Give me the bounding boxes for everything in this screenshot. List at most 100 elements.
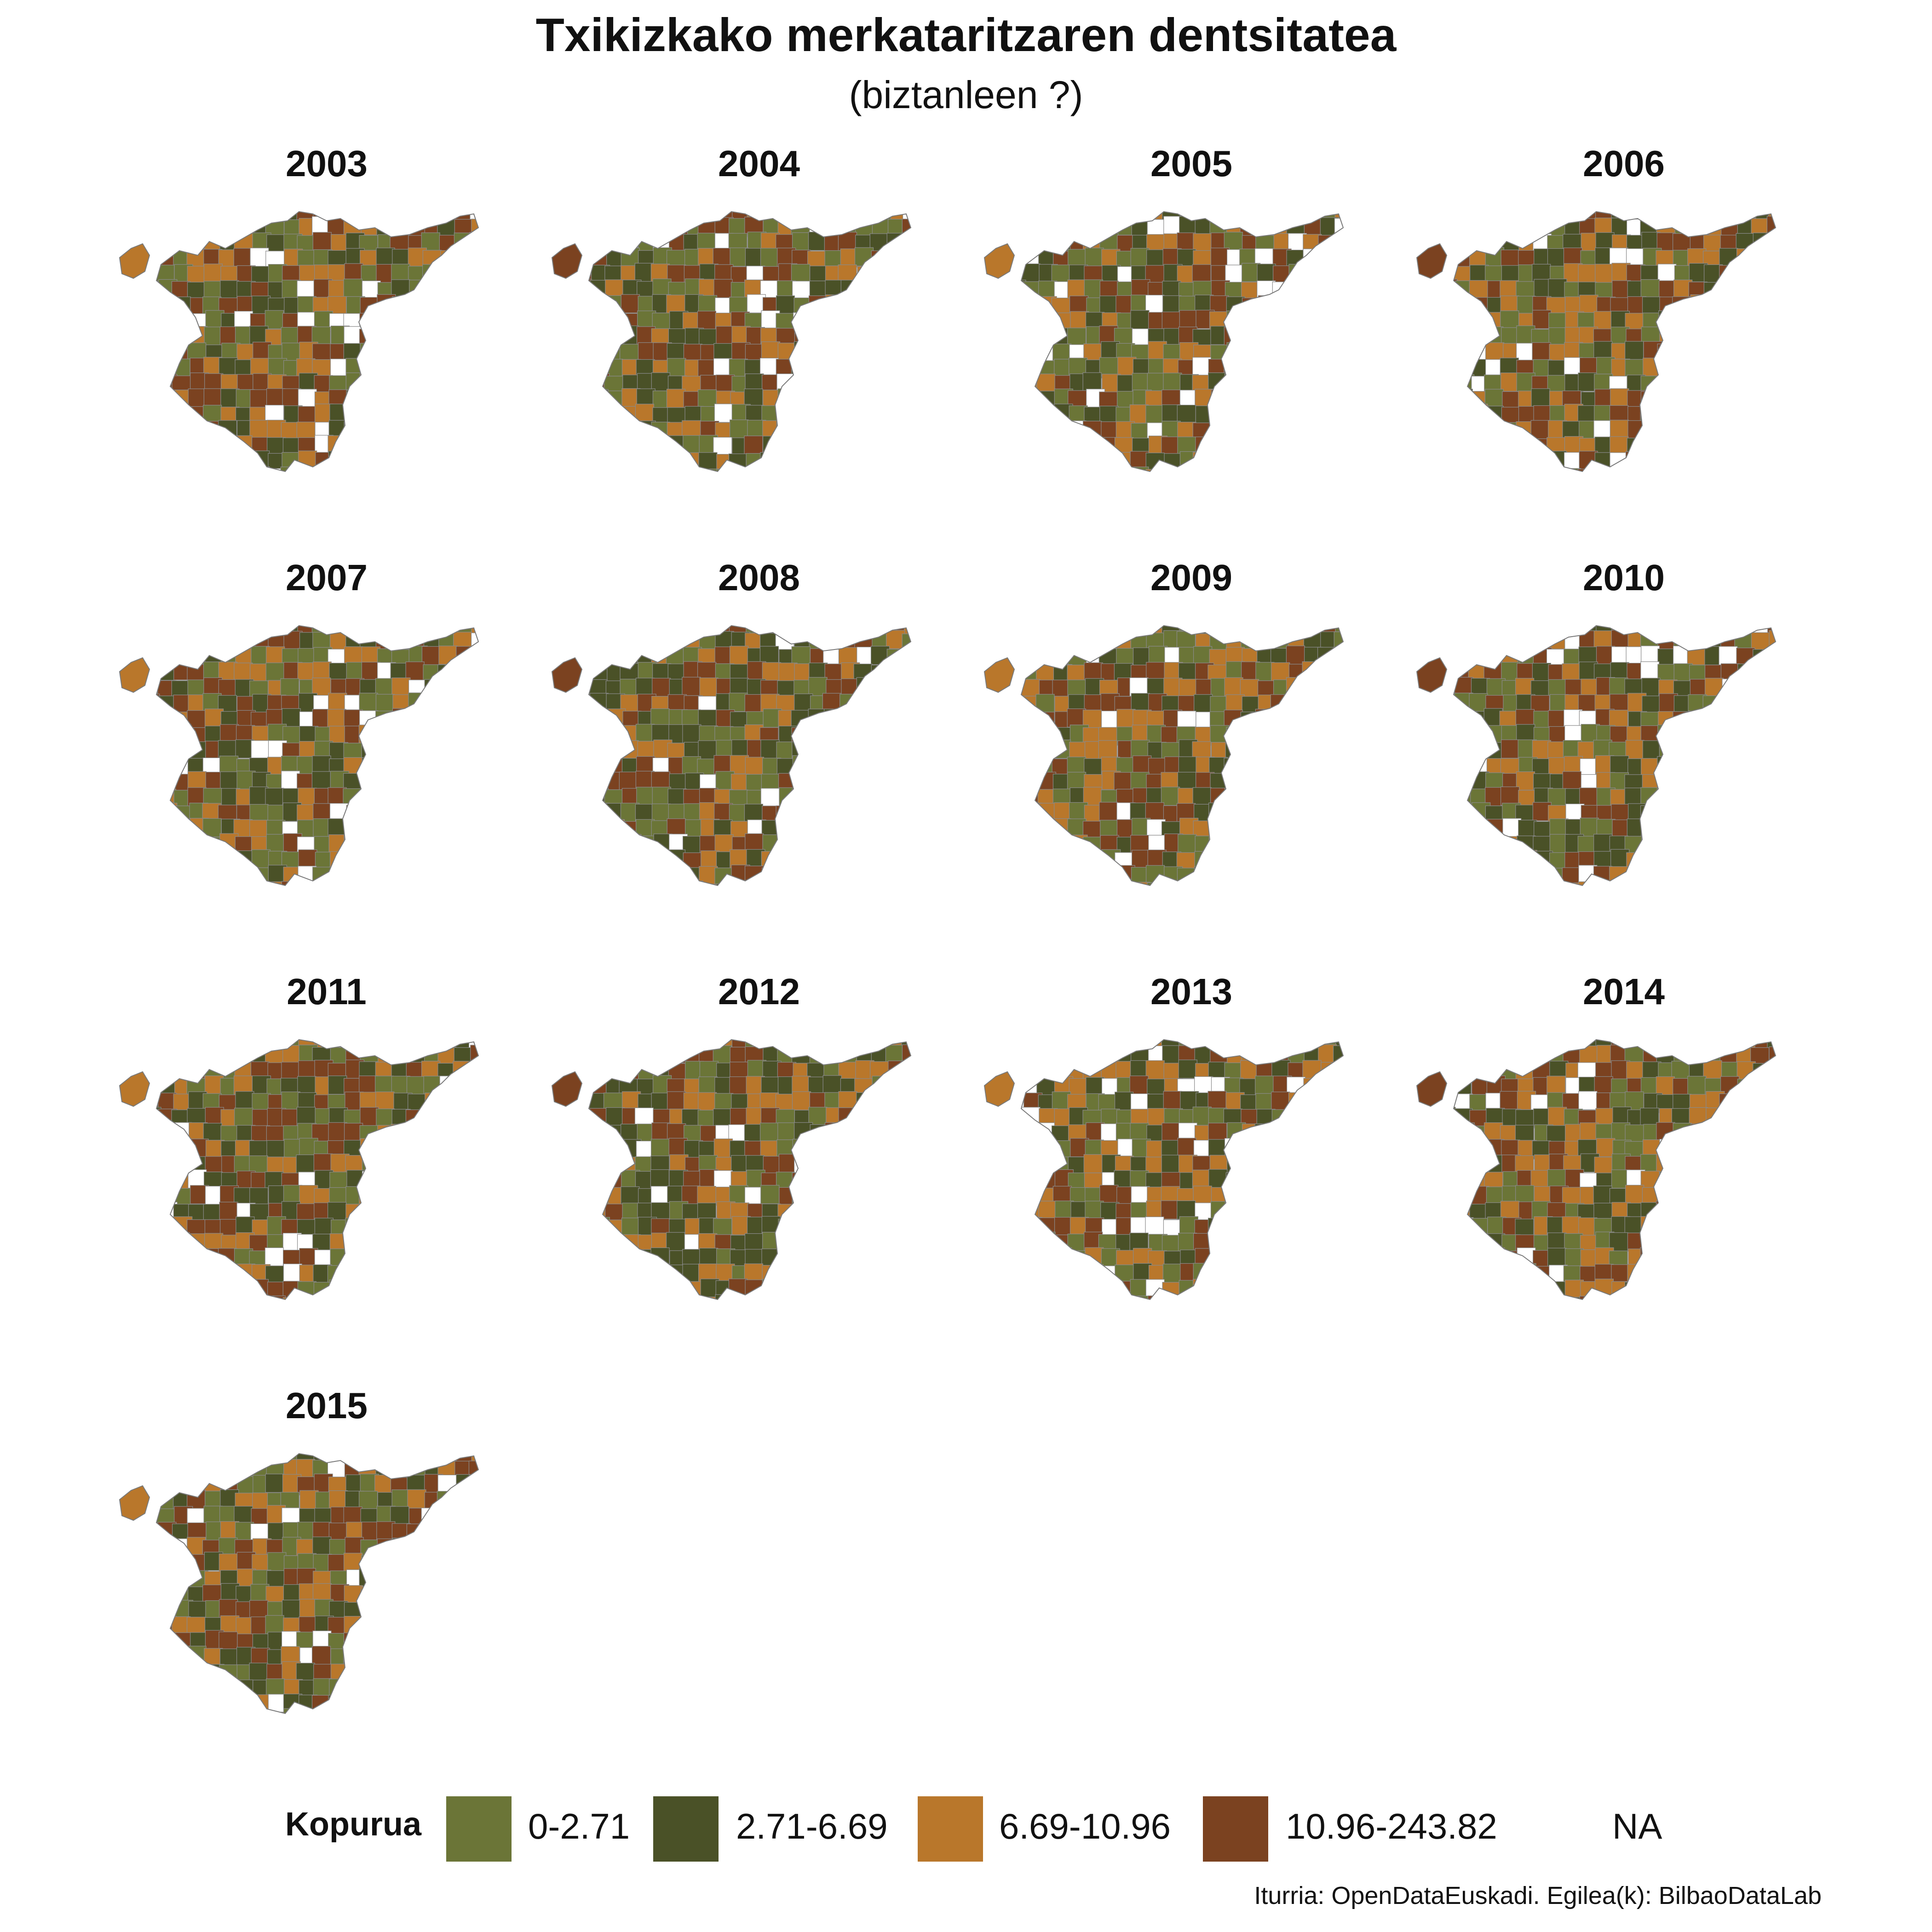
municipality [157, 788, 176, 808]
municipality [1380, 391, 1399, 409]
municipality [1719, 803, 1738, 823]
municipality [559, 436, 577, 454]
municipality [1702, 297, 1722, 316]
municipality [1023, 325, 1042, 345]
municipality [282, 1312, 300, 1325]
municipality [1736, 850, 1756, 869]
municipality [840, 626, 859, 636]
municipality [1800, 665, 1818, 683]
municipality [1366, 436, 1385, 454]
municipality [839, 375, 858, 394]
municipality [281, 626, 300, 633]
municipality [484, 279, 502, 298]
municipality [422, 711, 441, 731]
municipality [532, 235, 543, 253]
municipality [932, 454, 951, 472]
municipality [156, 1217, 159, 1236]
municipality [1797, 310, 1816, 329]
municipality [421, 865, 441, 884]
municipality [966, 248, 975, 267]
municipality [1054, 420, 1074, 440]
municipality [1705, 805, 1725, 824]
municipality [604, 219, 623, 238]
municipality [408, 1188, 427, 1207]
municipality [932, 693, 951, 711]
municipality [391, 375, 410, 394]
municipality [1069, 451, 1088, 470]
municipality [126, 1123, 144, 1142]
municipality [1783, 897, 1802, 911]
municipality [1626, 852, 1645, 872]
municipality [951, 232, 969, 251]
municipality [1101, 454, 1121, 472]
municipality [220, 280, 239, 299]
municipality [1689, 850, 1708, 870]
municipality [1800, 695, 1818, 713]
municipality [1766, 661, 1776, 680]
municipality [531, 836, 543, 855]
municipality [1721, 710, 1741, 730]
municipality [172, 820, 192, 840]
municipality [359, 1234, 379, 1254]
municipality [1703, 884, 1723, 886]
municipality [1768, 865, 1776, 885]
municipality [156, 217, 175, 236]
municipality [1099, 631, 1119, 650]
municipality [1364, 297, 1383, 316]
municipality [235, 483, 253, 497]
municipality [1272, 759, 1292, 778]
municipality [920, 1078, 938, 1097]
municipality [1317, 422, 1337, 441]
municipality [1484, 661, 1503, 681]
municipality [1641, 833, 1661, 852]
municipality [1813, 882, 1832, 901]
municipality [1240, 388, 1259, 408]
municipality [438, 788, 457, 808]
municipality [1021, 758, 1039, 777]
municipality [1382, 344, 1400, 362]
municipality [220, 866, 239, 886]
municipality [1335, 788, 1343, 807]
municipality [1179, 898, 1197, 911]
municipality [1455, 218, 1474, 237]
municipality [1765, 358, 1776, 377]
municipality [1641, 898, 1659, 911]
municipality [156, 420, 160, 439]
municipality [1735, 804, 1754, 823]
municipality [792, 1091, 811, 1110]
municipality [1720, 468, 1740, 472]
municipality [234, 1314, 253, 1325]
municipality [1424, 420, 1442, 439]
municipality [1383, 376, 1401, 394]
municipality [1767, 235, 1776, 254]
municipality [1038, 421, 1057, 440]
municipality [485, 1030, 503, 1049]
municipality [1226, 727, 1245, 746]
municipality [156, 1234, 175, 1253]
municipality [1352, 282, 1370, 301]
municipality [172, 390, 191, 409]
municipality [1161, 437, 1180, 456]
municipality [359, 1295, 378, 1300]
municipality [517, 452, 535, 471]
municipality [1117, 626, 1136, 635]
municipality [1484, 882, 1503, 886]
municipality [1053, 851, 1073, 870]
municipality [543, 1110, 561, 1128]
municipality [500, 454, 518, 473]
municipality [249, 820, 269, 839]
municipality [1814, 234, 1833, 252]
municipality [249, 626, 268, 637]
municipality [236, 212, 255, 222]
chart-subtitle: (biztanleen ?) [849, 73, 1083, 116]
municipality [235, 1040, 254, 1051]
municipality [156, 881, 161, 886]
municipality [519, 1095, 537, 1113]
municipality [1085, 849, 1104, 868]
municipality [1534, 899, 1552, 911]
municipality [1242, 787, 1261, 806]
municipality [823, 881, 842, 886]
municipality [992, 805, 1011, 823]
municipality [1735, 725, 1754, 745]
municipality [543, 358, 561, 376]
